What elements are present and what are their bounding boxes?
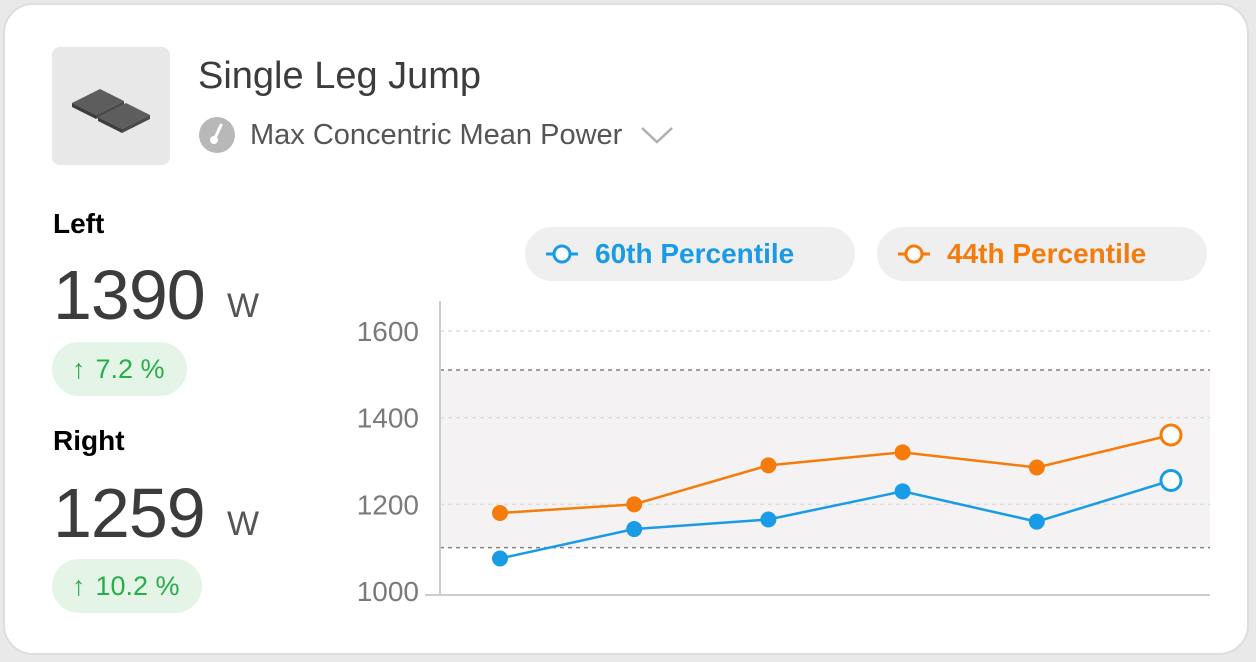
data-point-latest [1159, 469, 1183, 492]
left-change-value: 7.2 % [95, 353, 165, 384]
y-tick-label: 1600 [357, 316, 419, 347]
data-point [1028, 459, 1045, 476]
y-tick-label: 1400 [357, 403, 419, 434]
metric-card: Single Leg Jump Max Concentric Mean Powe… [3, 3, 1249, 655]
data-point-latest [1159, 423, 1183, 447]
right-label: Right [53, 425, 125, 456]
data-point [1028, 513, 1045, 530]
legend-item-44th-percentile[interactable]: 44th Percentile [877, 227, 1207, 281]
legend-label: 44th Percentile [947, 238, 1147, 269]
right-change-value: 10.2 % [95, 570, 180, 601]
test-thumbnail [52, 47, 170, 165]
page-title: Single Leg Jump [198, 55, 482, 97]
metric-selector[interactable]: Max Concentric Mean Power [198, 113, 674, 157]
left-value: 1390 [53, 256, 206, 334]
gauge-icon [199, 117, 235, 153]
legend-marker-icon [898, 244, 930, 264]
left-label: Left [53, 208, 105, 239]
chevron-down-icon[interactable] [640, 125, 674, 145]
series-line-1 [499, 433, 1172, 515]
data-point [626, 496, 643, 513]
power-trend-chart: 1000 1200 1400 1600 [357, 301, 1210, 605]
right-unit: W [227, 505, 260, 543]
y-tick-label: 1000 [357, 576, 419, 605]
legend-marker-icon [546, 244, 578, 264]
left-unit: W [227, 287, 260, 325]
left-change-badge: ↑ 7.2 % [52, 342, 187, 396]
data-point [492, 550, 508, 567]
data-point [626, 521, 643, 538]
data-point [760, 457, 777, 474]
metric-label: Max Concentric Mean Power [250, 118, 623, 151]
legend-label: 60th Percentile [595, 238, 795, 269]
series-line-0 [499, 479, 1172, 560]
arrow-up-icon: ↑ [72, 353, 86, 384]
right-value: 1259 [53, 474, 206, 552]
right-change-badge: ↑ 10.2 % [52, 559, 202, 613]
force-plates-icon [72, 89, 150, 133]
data-point [894, 483, 911, 500]
data-point [894, 444, 911, 461]
arrow-up-icon: ↑ [72, 570, 86, 601]
y-tick-label: 1200 [357, 489, 419, 520]
legend-item-60th-percentile[interactable]: 60th Percentile [525, 227, 855, 281]
data-point [760, 511, 777, 528]
data-point [492, 505, 508, 521]
